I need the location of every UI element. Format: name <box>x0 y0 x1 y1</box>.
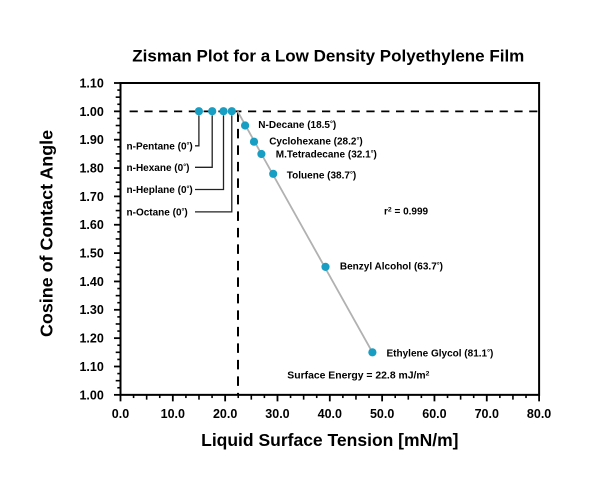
svg-text:Surface Energy = 22.8 mJ/m2​: Surface Energy = 22.8 mJ/m2​ <box>287 371 429 382</box>
svg-text:N-Decane (18.5°): N-Decane (18.5°) <box>258 119 336 131</box>
svg-text:1.60: 1.60 <box>79 218 103 232</box>
svg-text:M.Tetradecane (32.1°): M.Tetradecane (32.1°) <box>276 148 377 160</box>
svg-text:10.0: 10.0 <box>161 407 185 421</box>
svg-text:n-Heplane (0°): n-Heplane (0°) <box>127 184 193 196</box>
svg-text:1.70: 1.70 <box>79 190 103 204</box>
svg-text:n-Octane (0°): n-Octane (0°) <box>127 207 188 219</box>
svg-text:r2​ = 0.999: r2​ = 0.999 <box>384 207 429 218</box>
svg-text:1.80: 1.80 <box>79 161 103 175</box>
svg-text:1.00: 1.00 <box>79 388 103 402</box>
svg-text:Benzyl Alcohol (63.7°): Benzyl Alcohol (63.7°) <box>340 261 443 273</box>
svg-text:70.0: 70.0 <box>475 407 499 421</box>
svg-text:50.0: 50.0 <box>370 407 394 421</box>
svg-text:80.0: 80.0 <box>527 407 551 421</box>
svg-text:1.20: 1.20 <box>79 332 103 346</box>
svg-text:Toluene (38.7°): Toluene (38.7°) <box>287 169 356 181</box>
svg-text:Liquid Surface Tension [mN/m]: Liquid Surface Tension [mN/m] <box>201 430 458 450</box>
svg-text:1.30: 1.30 <box>79 303 103 317</box>
svg-text:1.90: 1.90 <box>79 133 103 147</box>
svg-text:0.0: 0.0 <box>112 407 129 421</box>
svg-text:1.10: 1.10 <box>79 360 103 374</box>
svg-text:1.40: 1.40 <box>79 275 103 289</box>
svg-text:n-Pentane (0°): n-Pentane (0°) <box>127 140 193 152</box>
svg-text:1.00: 1.00 <box>79 105 103 119</box>
svg-text:Cyclohexane (28.2°): Cyclohexane (28.2°) <box>269 136 362 148</box>
svg-text:1.10: 1.10 <box>79 76 103 90</box>
svg-text:20.0: 20.0 <box>213 407 237 421</box>
svg-text:40.0: 40.0 <box>318 407 342 421</box>
svg-text:Zisman Plot for a Low Density: Zisman Plot for a Low Density Polyethyle… <box>132 47 524 66</box>
svg-text:Ethylene Glycol (81.1°): Ethylene Glycol (81.1°) <box>387 347 494 359</box>
svg-text:60.0: 60.0 <box>422 407 446 421</box>
svg-text:30.0: 30.0 <box>265 407 289 421</box>
svg-text:Cosine of Contact Angle: Cosine of Contact Angle <box>37 130 57 337</box>
svg-text:n-Hexane (0°): n-Hexane (0°) <box>127 162 190 174</box>
svg-text:1.50: 1.50 <box>79 247 103 261</box>
